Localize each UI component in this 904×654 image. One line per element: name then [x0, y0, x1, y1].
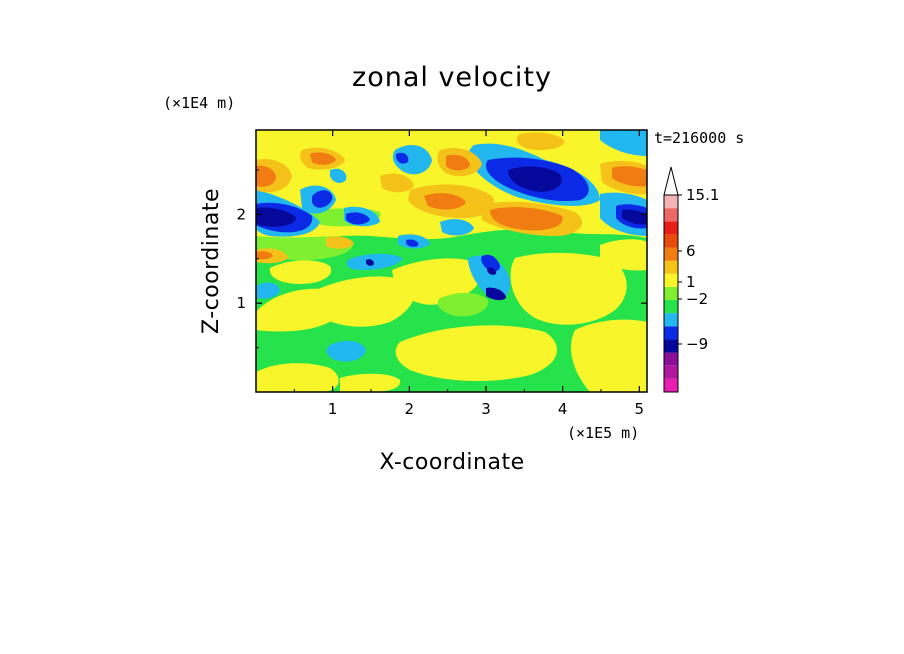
- contour-patch: [326, 236, 354, 249]
- colorbar-swatch: [664, 221, 678, 235]
- colorbar-swatch: [664, 286, 678, 301]
- contour-patch: [366, 259, 374, 266]
- contour-patch: [312, 190, 333, 208]
- contour-patch: [600, 239, 647, 271]
- contour-patch: [437, 292, 489, 317]
- contour-patch: [312, 276, 415, 327]
- colorbar-swatch: [664, 339, 678, 353]
- contour-patch: [392, 145, 432, 175]
- y-tick-label: 2: [236, 205, 246, 223]
- contour-patch: [256, 165, 276, 187]
- colorbar-swatch: [664, 273, 678, 287]
- contour-patch: [269, 260, 332, 284]
- y-unit-label: (×1E4 m): [163, 94, 235, 112]
- chart-title: zonal velocity: [352, 62, 552, 93]
- contour-patch: [508, 166, 562, 192]
- colorbar-swatch: [664, 208, 678, 222]
- colorbar-label: 1: [686, 273, 696, 291]
- contour-patch: [486, 287, 506, 301]
- contour-patch: [395, 325, 557, 382]
- contour-patch: [396, 152, 409, 164]
- contour-patch: [310, 152, 336, 165]
- y-axis-ticks: 12: [236, 169, 647, 349]
- x-tick-label: 4: [558, 400, 568, 418]
- time-label: t=216000 s: [654, 129, 744, 147]
- colorbar-swatch: [664, 326, 678, 340]
- colorbar-label: −9: [686, 335, 708, 353]
- x-tick-label: 3: [481, 400, 491, 418]
- colorbar-swatch: [664, 378, 678, 392]
- contour-patch: [256, 251, 273, 260]
- colorbar-extend-arrow: [663, 166, 679, 196]
- contour-field: [256, 130, 647, 392]
- colorbar-swatch: [664, 234, 678, 248]
- contour-patch: [516, 132, 565, 150]
- contour-patch: [256, 363, 339, 392]
- contour-patch: [256, 207, 296, 227]
- contour-patch: [256, 282, 280, 299]
- x-axis-ticks: 1 2 3 4 5: [293, 130, 645, 418]
- contour-patch: [326, 340, 366, 362]
- colorbar-swatch: [664, 247, 678, 261]
- colorbar-swatch: [664, 352, 678, 366]
- contour-patch: [612, 166, 647, 187]
- colorbar-swatch: [664, 313, 678, 327]
- contour-patch: [346, 253, 402, 270]
- colorbar-swatch: [664, 195, 678, 209]
- contour-patch: [600, 130, 647, 156]
- x-tick-label: 1: [328, 400, 338, 418]
- colorbar-swatch: [664, 300, 678, 314]
- colorbar-swatch: [664, 365, 678, 379]
- colorbar-label: 6: [686, 242, 696, 260]
- contour-patch: [510, 252, 627, 325]
- colorbar-label: 15.1: [686, 186, 719, 204]
- contour-patch: [392, 258, 482, 305]
- x-axis-label: X-coordinate: [379, 450, 524, 475]
- contour-patch: [446, 154, 470, 171]
- y-axis-label: Z-coordinate: [199, 188, 224, 334]
- contour-patch: [481, 254, 500, 272]
- contour-patch: [487, 267, 497, 275]
- y-tick-label: 1: [236, 294, 246, 312]
- contour-patch: [380, 173, 414, 193]
- contour-patch: [622, 209, 647, 225]
- contour-patch: [424, 193, 466, 210]
- colorbar-label: −2: [686, 290, 708, 308]
- contour-patch: [340, 373, 401, 392]
- colorbar-swatch: [664, 260, 678, 274]
- contour-patch: [346, 212, 370, 225]
- colorbar: 15.1 6 1−2 −9: [663, 166, 719, 393]
- x-tick-label: 5: [635, 400, 645, 418]
- contour-patch: [570, 319, 647, 392]
- contour-patch: [330, 168, 347, 183]
- contour-patch: [490, 207, 563, 231]
- contour-patch: [440, 219, 474, 236]
- contour-patch: [406, 239, 419, 247]
- x-tick-label: 2: [405, 400, 415, 418]
- plot-frame: [255, 129, 648, 393]
- x-unit-label: (×1E5 m): [567, 424, 639, 442]
